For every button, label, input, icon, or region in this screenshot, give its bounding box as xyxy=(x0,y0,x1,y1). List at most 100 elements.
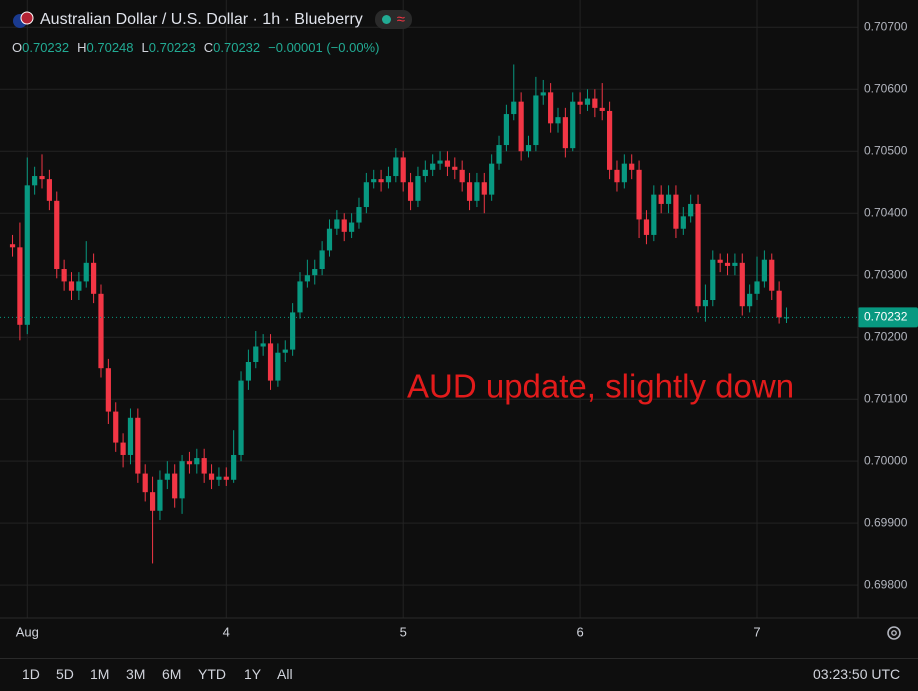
candle-body xyxy=(518,101,524,152)
candle-body xyxy=(710,259,716,301)
candle-body xyxy=(680,216,686,229)
candle-body xyxy=(113,411,119,443)
candle-body xyxy=(407,182,414,201)
candle-body xyxy=(422,169,428,177)
wave-icon: ≈ xyxy=(396,11,406,28)
y-tick-label: 0.70200 xyxy=(864,329,908,343)
clock: 03:23:50 UTC xyxy=(813,666,901,682)
range-button[interactable]: 6M xyxy=(162,666,182,682)
range-button[interactable]: 5D xyxy=(56,666,74,682)
ohlc-item: H0.70248 xyxy=(77,40,133,55)
candle-body xyxy=(24,185,30,325)
candle-body xyxy=(17,247,23,325)
ohlc-item: L0.70223 xyxy=(142,40,196,55)
candle-body xyxy=(216,476,222,480)
candle-body xyxy=(61,269,67,282)
ohlc-key: L xyxy=(141,40,149,55)
candle-body xyxy=(769,259,775,291)
candle-body xyxy=(142,473,148,493)
candle-body xyxy=(378,179,384,183)
candle-body xyxy=(629,163,635,170)
status-badge[interactable]: ≈ xyxy=(374,10,413,29)
range-button[interactable]: 1D xyxy=(22,666,40,682)
candle-body xyxy=(489,163,495,195)
candle-body xyxy=(149,492,156,511)
candle-body xyxy=(400,157,406,183)
range-button[interactable]: 3M xyxy=(126,666,146,682)
range-button[interactable]: All xyxy=(277,666,293,682)
candle-body xyxy=(724,262,731,266)
y-tick-label: 0.69900 xyxy=(864,515,908,529)
flags xyxy=(13,11,34,28)
candle-body xyxy=(194,458,200,465)
candle-body xyxy=(415,176,421,201)
candle-body xyxy=(349,222,355,232)
candle-body xyxy=(46,179,52,201)
candle-body xyxy=(570,101,576,149)
y-tick-label: 0.70600 xyxy=(864,81,908,95)
candle-body xyxy=(732,262,738,266)
candle-body xyxy=(592,98,598,108)
candle-body xyxy=(695,203,701,307)
candle-body xyxy=(474,182,480,201)
range-button[interactable]: YTD xyxy=(198,666,226,682)
ohlc-legend: O0.70232 H0.70248 L0.70223 C0.70232 −0.00001… xyxy=(12,40,379,55)
candle-body xyxy=(98,293,104,369)
candle-body xyxy=(761,259,767,282)
candle-body xyxy=(157,479,163,511)
y-tick-label: 0.70700 xyxy=(864,19,908,33)
candle-body xyxy=(776,290,782,318)
candle-body xyxy=(651,194,657,235)
candle-body xyxy=(511,101,517,115)
candle-body xyxy=(548,92,554,124)
candle-body xyxy=(503,114,509,146)
candle-body xyxy=(238,380,244,455)
settings-icon[interactable] xyxy=(887,626,901,640)
header: Australian Dollar / U.S. Dollar · 1h · B… xyxy=(12,10,413,29)
y-tick-label: 0.70300 xyxy=(864,267,908,281)
symbol-title: Australian Dollar / U.S. Dollar · 1h · B… xyxy=(40,10,363,28)
candle-body xyxy=(393,157,399,177)
candle-body xyxy=(636,169,642,220)
candle-body xyxy=(688,203,694,217)
candle-body xyxy=(717,259,723,263)
candle-body xyxy=(267,343,274,381)
candle-body xyxy=(341,219,347,232)
ohlc-item: O0.70232 xyxy=(12,40,69,55)
chart: 0.70232 AUD update, slightly down 0.70700… xyxy=(0,0,918,640)
candle-body xyxy=(208,473,215,480)
candle-body xyxy=(290,312,296,350)
candle-body xyxy=(452,166,458,170)
candle-body xyxy=(599,107,605,111)
y-tick-label: 0.70400 xyxy=(864,205,908,219)
candle-body xyxy=(754,281,760,294)
candle-body xyxy=(385,176,392,183)
candle-body xyxy=(253,346,259,362)
candle-body xyxy=(83,262,89,282)
last-price-label: 0.70232 xyxy=(864,310,908,324)
candle-body xyxy=(621,163,627,183)
candle-body xyxy=(304,275,310,282)
candle-body xyxy=(673,194,679,229)
gear-hub[interactable] xyxy=(891,630,897,636)
flag-usd xyxy=(20,11,34,24)
y-tick-label: 0.69800 xyxy=(864,577,908,591)
candle-body xyxy=(32,176,38,186)
candle-body xyxy=(231,454,237,480)
ohlc-key: C xyxy=(203,40,214,55)
candle-body xyxy=(39,176,45,180)
range-button[interactable]: 1Y xyxy=(244,666,262,682)
market-open-dot xyxy=(381,15,391,24)
candle-body xyxy=(702,300,709,307)
x-tick-label: 6 xyxy=(576,624,583,639)
candle-body xyxy=(643,219,650,235)
symbol-icon xyxy=(12,11,34,29)
gear[interactable] xyxy=(887,626,901,640)
range-button[interactable]: 1M xyxy=(90,666,110,682)
candle-body xyxy=(319,250,325,270)
candle-body xyxy=(562,117,568,149)
y-tick-label: 0.70000 xyxy=(864,453,908,467)
ohlc-value: 0.70223 xyxy=(148,40,196,55)
candle-body xyxy=(54,200,60,270)
